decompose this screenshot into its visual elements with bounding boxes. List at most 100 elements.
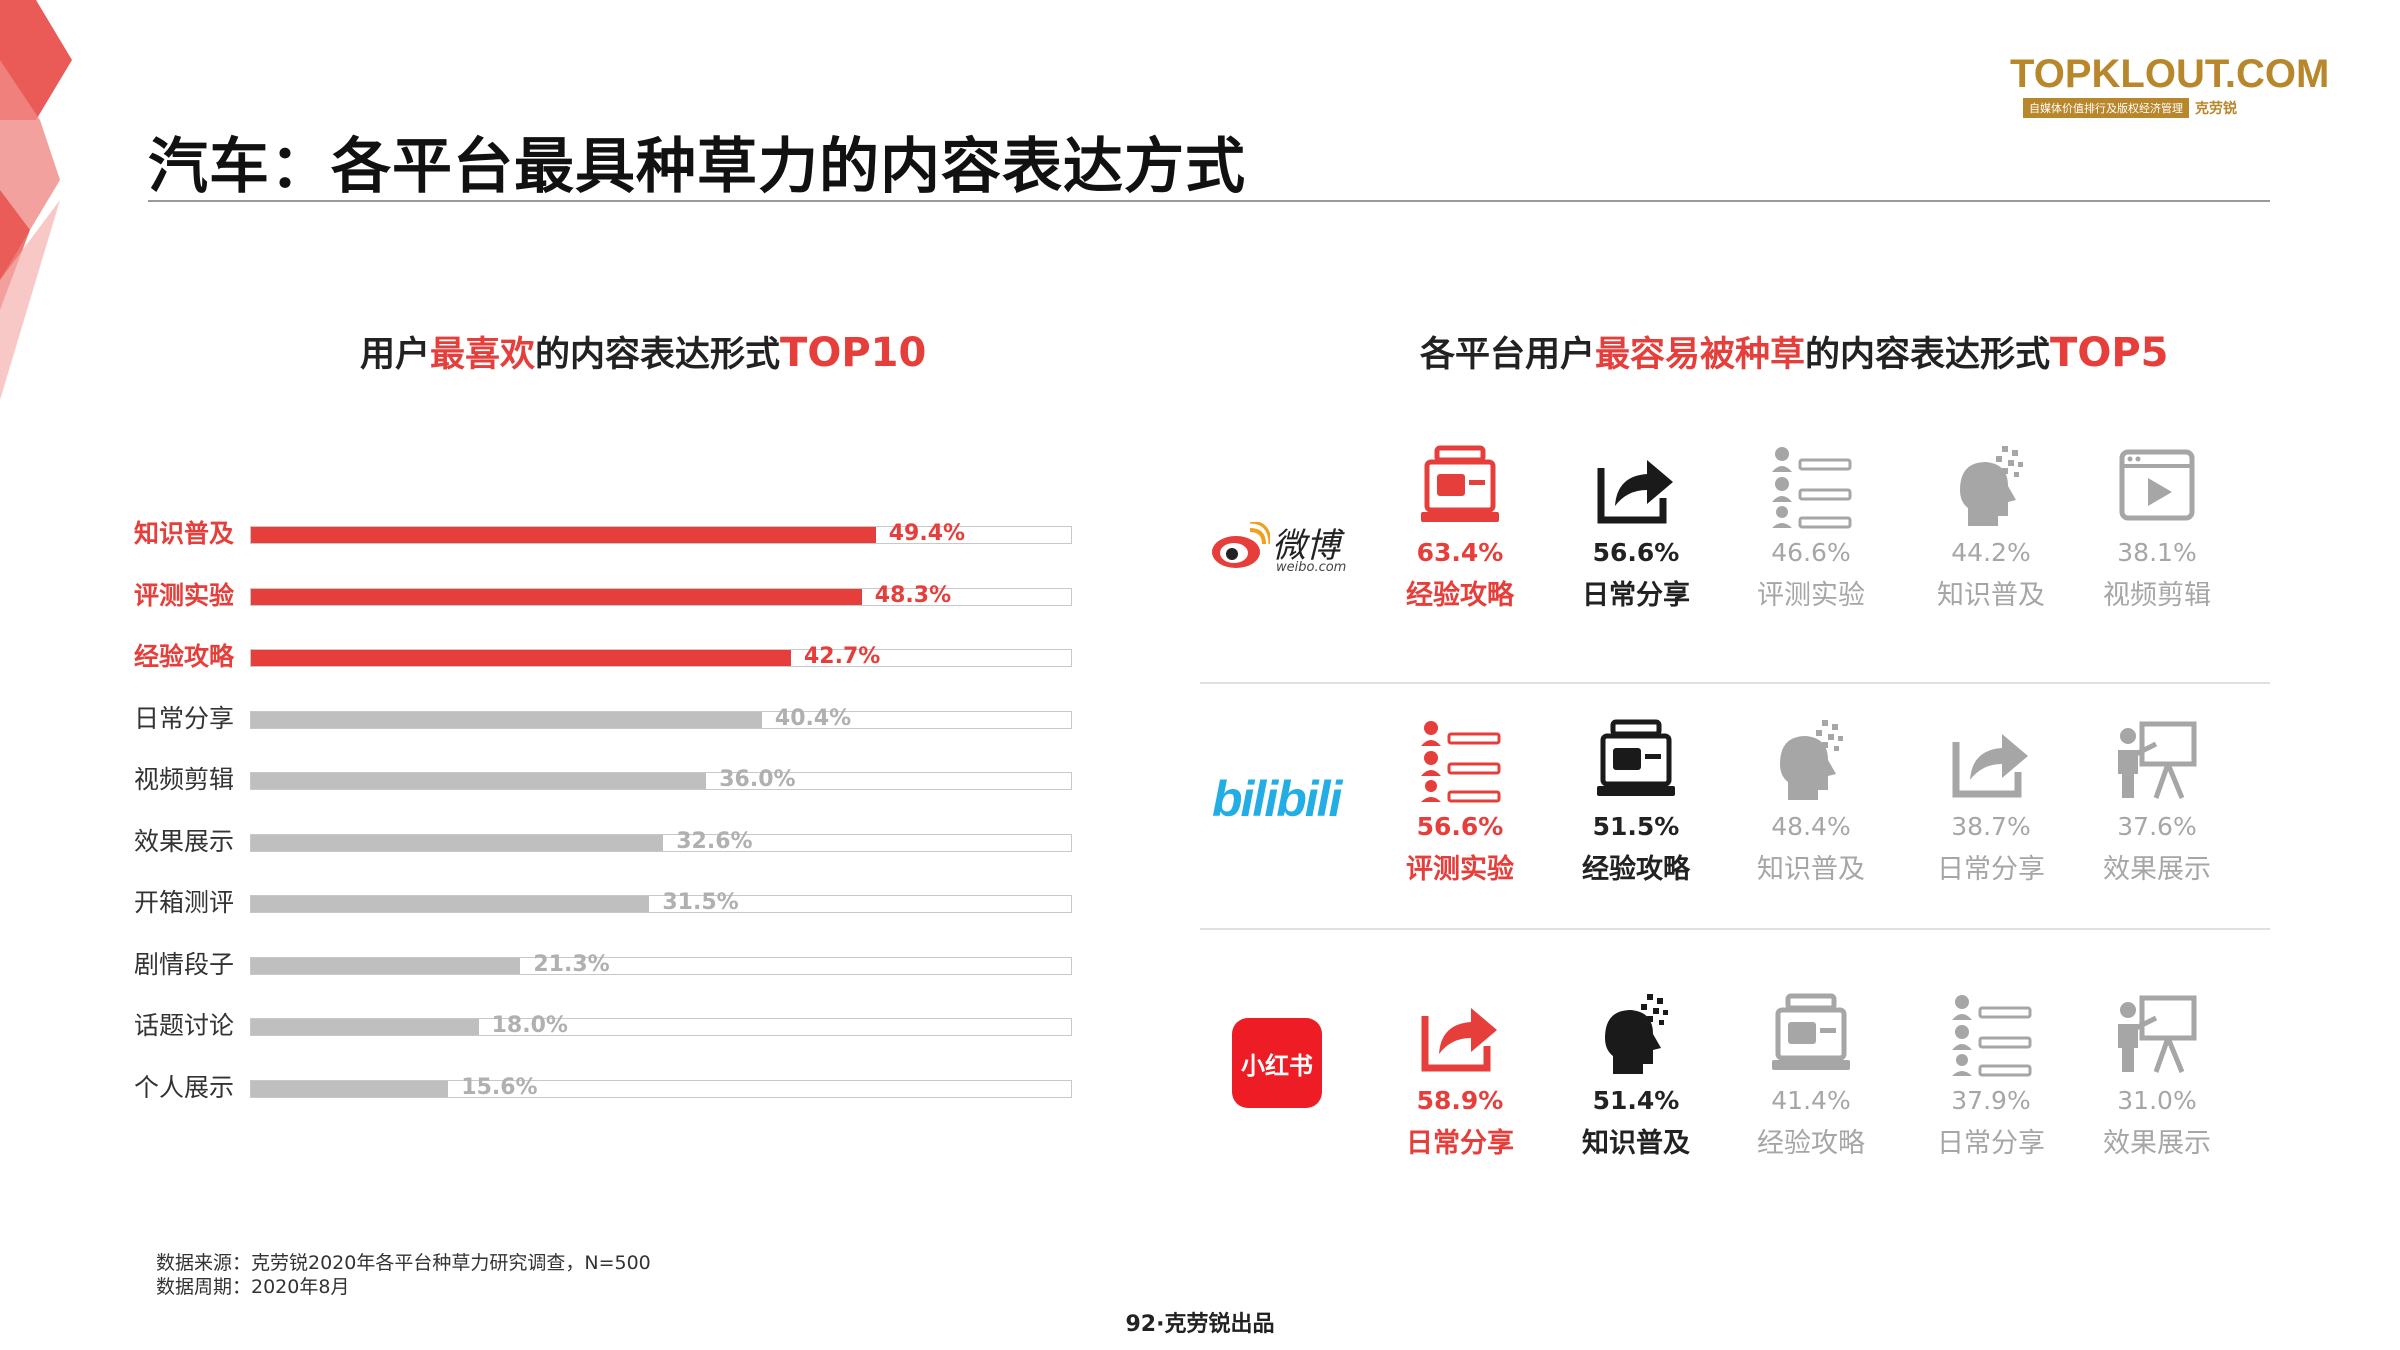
- bar-category-label: 开箱测评: [134, 888, 235, 917]
- bar-row: 知识普及 49.4%: [120, 514, 1080, 554]
- video-icon: [2112, 440, 2202, 530]
- bar-category-label: 经验攻略: [134, 642, 235, 671]
- bar-row: 开箱测评 31.5%: [120, 883, 1080, 923]
- platform-item: 56.6% 评测实验: [1375, 714, 1545, 886]
- head-icon: [1946, 440, 2036, 530]
- weibo-logo: 微博 weibo.com: [1210, 512, 1360, 582]
- item-percent: 46.6%: [1771, 538, 1851, 567]
- xiaohongshu-logo-text: 小红书: [1241, 1051, 1313, 1080]
- bar-track: [250, 956, 1072, 975]
- item-percent: 44.2%: [1951, 538, 2031, 567]
- bar-category-label: 话题讨论: [134, 1011, 235, 1040]
- item-label: 日常分享: [1582, 580, 1690, 611]
- right-title-mid: 的内容表达形式: [1805, 335, 2051, 375]
- share-icon: [1415, 988, 1505, 1078]
- bar-track: [250, 895, 1072, 913]
- bar-category-label: 个人展示: [134, 1072, 235, 1102]
- platform-item: 51.4% 知识普及: [1551, 988, 1721, 1160]
- bar-row: 评测实验 48.3%: [120, 576, 1080, 616]
- item-label: 经验攻略: [1582, 854, 1690, 885]
- left-section-title: 用户最喜欢的内容表达形式TOP10: [360, 326, 926, 377]
- platform-item: 37.9% 日常分享: [1906, 988, 2076, 1160]
- bar-fill: [251, 896, 650, 912]
- item-label: 日常分享: [1937, 1128, 2045, 1159]
- logo-wordmark: TOPKLOUT.COM: [2010, 52, 2330, 96]
- bar-row: 话题讨论 18.0%: [120, 1006, 1080, 1046]
- item-percent: 58.9%: [1416, 1086, 1504, 1115]
- bar-value-label: 48.3%: [874, 582, 952, 608]
- bar-value-label: 31.5%: [662, 890, 739, 915]
- item-percent: 31.0%: [2117, 1086, 2197, 1115]
- bar-value-label: 18.0%: [491, 1013, 568, 1038]
- bar-fill: [251, 1019, 479, 1035]
- bar-category-label: 评测实验: [134, 580, 235, 610]
- guide-icon: [1766, 988, 1856, 1078]
- bar-category-label: 剧情段子: [134, 949, 235, 979]
- platform-item: 31.0% 效果展示: [2072, 988, 2242, 1160]
- bar-row: 剧情段子 21.3%: [120, 945, 1080, 985]
- platform-item: 38.1% 视频剪辑: [2072, 440, 2242, 612]
- head-icon: [1591, 988, 1681, 1078]
- bar-value-label: 21.3%: [533, 951, 610, 977]
- bar-fill: [251, 1080, 449, 1097]
- bar-fill: [251, 834, 664, 851]
- bar-row: 视频剪辑 36.0%: [120, 760, 1080, 800]
- left-title-top: TOP10: [780, 330, 927, 376]
- row-separator: [1200, 682, 2270, 684]
- item-label: 日常分享: [1406, 1128, 1514, 1159]
- bar-fill: [251, 650, 791, 666]
- item-label: 经验攻略: [1406, 580, 1514, 611]
- weibo-logo-sub: weibo.com: [1276, 560, 1347, 575]
- item-percent: 51.5%: [1592, 812, 1680, 841]
- bar-value-label: 32.6%: [676, 828, 753, 854]
- head-icon: [1766, 714, 1856, 804]
- bar-fill: [251, 773, 707, 789]
- item-percent: 37.6%: [2117, 812, 2197, 841]
- item-label: 知识普及: [1937, 580, 2045, 611]
- platform-item: 44.2% 知识普及: [1906, 440, 2076, 612]
- bar-fill: [251, 711, 762, 728]
- item-percent: 38.1%: [2117, 538, 2197, 567]
- item-percent: 41.4%: [1771, 1086, 1851, 1115]
- bar-track: [250, 1018, 1072, 1036]
- item-percent: 38.7%: [1951, 812, 2031, 841]
- right-title-pre: 各平台用户: [1420, 335, 1596, 375]
- item-percent: 37.9%: [1951, 1086, 2031, 1115]
- bar-value-label: 36.0%: [719, 767, 796, 792]
- bar-track: [250, 587, 1072, 606]
- page-title: 汽车：各平台最具种草力的内容表达方式: [148, 132, 1246, 202]
- item-percent: 48.4%: [1771, 812, 1851, 841]
- left-title-pre: 用户: [360, 335, 431, 375]
- platform-item: 51.5% 经验攻略: [1551, 714, 1721, 886]
- logo-tagline: 自媒体价值排行及版权经济管理: [2023, 98, 2189, 118]
- bar-category-label: 效果展示: [134, 826, 235, 856]
- decorative-chevrons: [0, 0, 72, 400]
- xiaohongshu-logo: 小红书: [1232, 1018, 1322, 1108]
- bar-row: 个人展示 15.6%: [120, 1068, 1080, 1108]
- list-icon: [1766, 440, 1856, 530]
- bilibili-logo: bilibili: [1212, 770, 1362, 830]
- bar-track: [250, 772, 1072, 790]
- item-label: 知识普及: [1757, 854, 1865, 885]
- weibo-logo-text: 微博: [1272, 526, 1340, 566]
- bar-fill: [251, 527, 876, 543]
- bar-value-label: 15.6%: [461, 1074, 538, 1100]
- item-percent: 56.6%: [1592, 538, 1680, 567]
- bar-category-label: 视频剪辑: [134, 765, 235, 794]
- bilibili-logo-text: bilibili: [1212, 771, 1342, 827]
- presentation-icon: [2112, 988, 2202, 1078]
- right-title-highlight: 最容易被种草: [1595, 335, 1806, 375]
- presentation-icon: [2112, 714, 2202, 804]
- list-icon: [1415, 714, 1505, 804]
- left-title-highlight: 最喜欢: [430, 335, 536, 375]
- bar-fill: [251, 957, 521, 974]
- item-label: 效果展示: [2103, 1128, 2211, 1159]
- platform-item: 37.6% 效果展示: [2072, 714, 2242, 886]
- footnote-period: 数据周期：2020年8月: [156, 1276, 350, 1298]
- title-divider: [148, 200, 2270, 202]
- right-section-title: 各平台用户最容易被种草的内容表达形式TOP5: [1420, 326, 2168, 377]
- bar-value-label: 40.4%: [774, 705, 852, 731]
- bar-row: 日常分享 40.4%: [120, 699, 1080, 739]
- share-icon: [1946, 714, 2036, 804]
- bar-value-label: 49.4%: [888, 521, 966, 546]
